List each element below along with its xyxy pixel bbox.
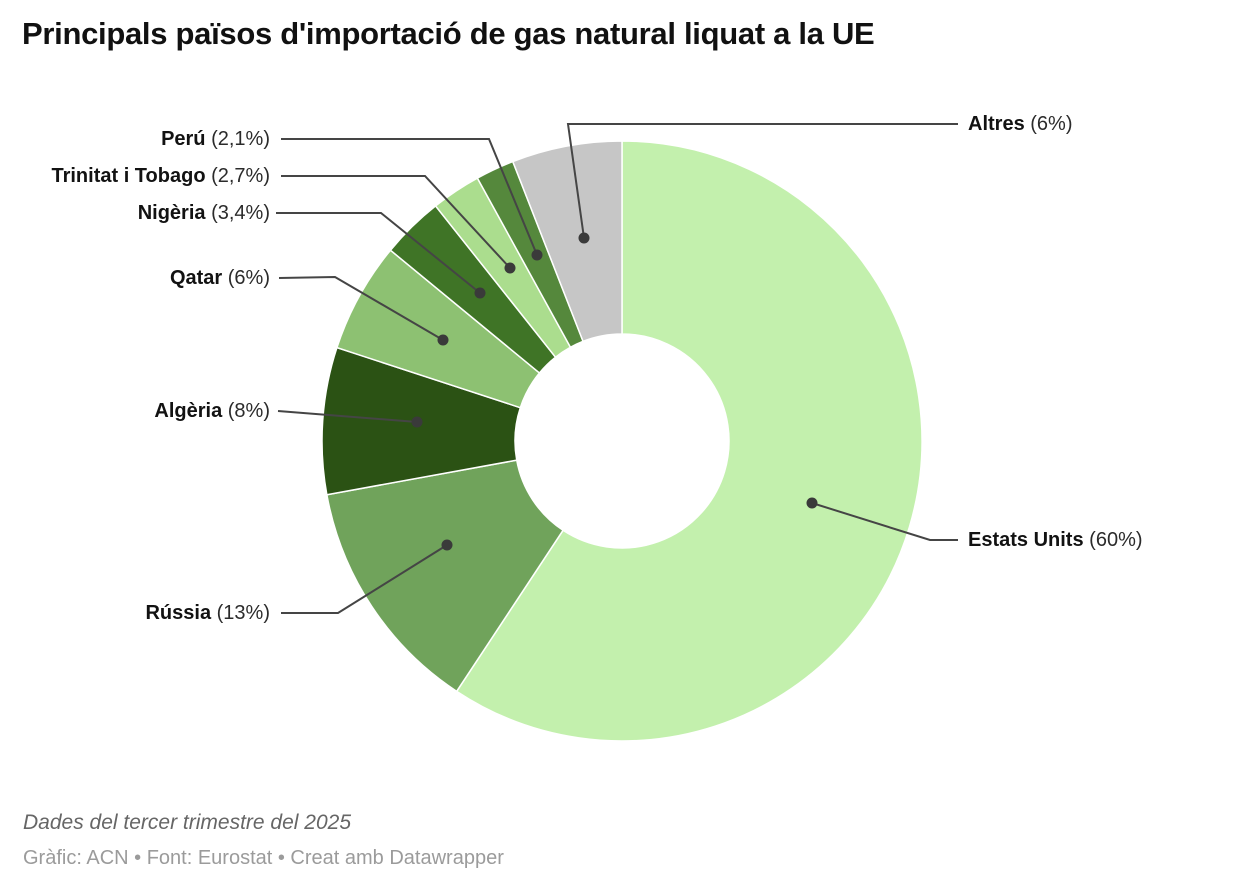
leader-line-nigeria <box>276 212 481 294</box>
leader-line-russia <box>281 544 448 614</box>
leader-line-trinitat-i-tobago <box>281 175 511 269</box>
slice-russia <box>325 459 565 693</box>
leader-dot-peru <box>531 249 543 261</box>
leader-dot-russia <box>441 539 453 551</box>
leader-dot-algeria <box>411 416 423 428</box>
slice-altres <box>511 140 623 343</box>
leader-line-peru <box>281 138 538 256</box>
leader-line-algeria <box>277 410 418 423</box>
leader-dot-estats-units <box>806 497 818 509</box>
leader-dot-nigeria <box>474 287 486 299</box>
page-title: Principals països d'importació de gas na… <box>22 16 875 51</box>
leader-line-estats-units <box>811 502 958 541</box>
leader-dot-altres <box>578 232 590 244</box>
chart-note: Dades del tercer trimestre del 2025 <box>23 811 351 834</box>
chart-byline: Gràfic: ACN • Font: Eurostat • Creat amb… <box>23 847 504 869</box>
leader-line-qatar <box>278 275 444 341</box>
leader-dot-qatar <box>437 334 449 346</box>
leader-dot-trinitat-i-tobago <box>504 262 516 274</box>
leader-line-altres <box>566 123 958 239</box>
slice-estats-units <box>455 140 923 742</box>
